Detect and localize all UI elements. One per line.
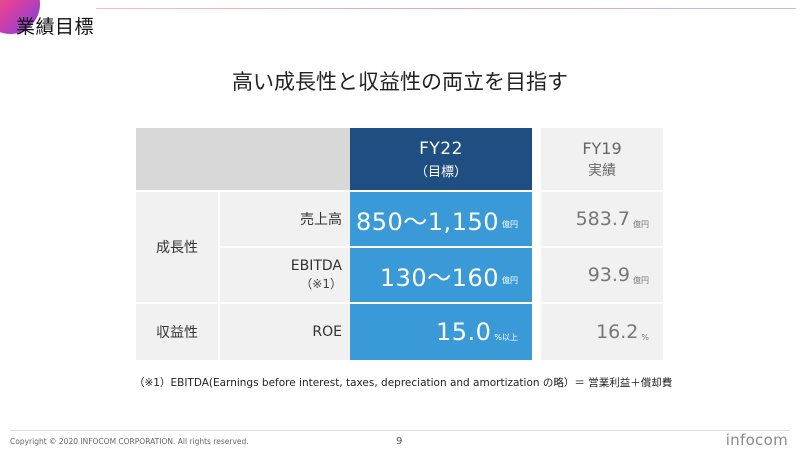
footer-divider <box>10 430 790 431</box>
fy22-ebitda-unit: 億円 <box>502 275 518 285</box>
category-profitability: 収益性 <box>136 304 218 360</box>
metric-roe-label: ROE <box>220 304 350 360</box>
ebitda-note-marker: （※1） <box>300 277 342 291</box>
metric-sales-label: 売上高 <box>220 192 350 246</box>
fy22-sales-unit: 億円 <box>502 219 518 229</box>
fy22-roe-number: 15.0 <box>435 318 492 346</box>
fy22-sublabel: （目標） <box>414 164 467 180</box>
fy19-ebitda-unit: 億円 <box>633 275 649 285</box>
fy22-label: FY22 <box>419 138 463 159</box>
fy19-roe-value: 16.2% <box>541 304 663 360</box>
ebitda-label: EBITDA <box>290 258 342 274</box>
slide-headline: 高い成長性と収益性の両立を目指す <box>232 70 568 94</box>
fy19-roe-unit: % <box>641 332 649 342</box>
fy22-roe-unit: %以上 <box>494 332 518 342</box>
page-title: 業績目標 <box>16 16 95 38</box>
fy19-sublabel: 実績 <box>588 162 616 179</box>
corner-gradient-decoration <box>0 0 40 34</box>
table-header-blank <box>136 128 350 190</box>
fy19-sales-value: 583.7 億円 <box>541 192 663 246</box>
copyright-text: Copyright © 2020 INFOCOM CORPORATION. Al… <box>10 437 249 446</box>
header-divider <box>96 8 796 9</box>
fy22-sales-number: 850～1,150 <box>355 207 499 236</box>
category-growth: 成長性 <box>136 192 218 302</box>
metric-ebitda-label: EBITDA （※1） <box>220 248 350 302</box>
fy22-ebitda-value: 130～160 億円 <box>350 248 532 302</box>
fy22-header: FY22 （目標） <box>350 128 532 190</box>
fy19-sales-unit: 億円 <box>633 219 649 229</box>
fy19-sales-number: 583.7 <box>575 208 630 230</box>
fy22-sales-value: 850～1,150 億円 <box>350 192 532 246</box>
company-logo: infocom <box>725 431 788 449</box>
fy19-roe-number: 16.2 <box>596 321 639 343</box>
fy19-ebitda-number: 93.9 <box>587 264 630 286</box>
fy19-label: FY19 <box>582 138 622 158</box>
fy22-roe-value: 15.0 %以上 <box>350 304 532 360</box>
fy19-ebitda-value: 93.9 億円 <box>541 248 663 302</box>
fy22-ebitda-number: 130～160 <box>379 263 499 292</box>
fy19-header: FY19 実績 <box>541 128 663 190</box>
page-number: 9 <box>396 436 403 447</box>
footnote: （※1）EBITDA(Earnings before interest, tax… <box>134 377 673 389</box>
